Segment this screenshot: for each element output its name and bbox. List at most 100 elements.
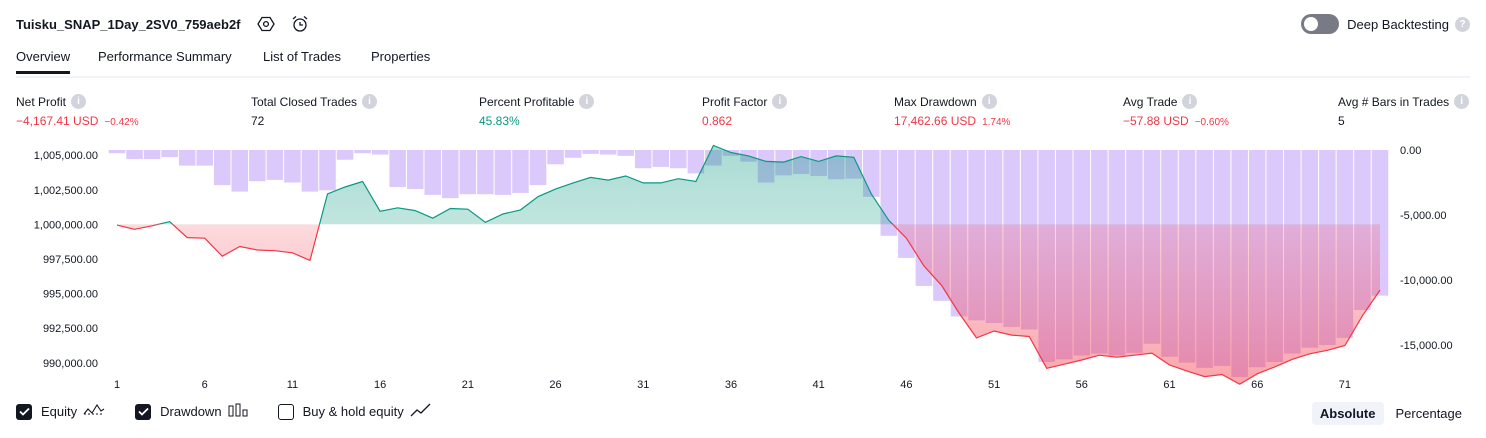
equity-line-below	[116, 224, 1381, 385]
x-axis-tick-label: 61	[1163, 379, 1175, 391]
drawdown-bar	[301, 150, 319, 192]
metric-value: 5	[1338, 114, 1345, 128]
x-axis-tick-label: 1	[114, 379, 120, 391]
metric-percent-profitable: Percent Profitable i 45.83%	[479, 94, 595, 128]
left-axis-tick-label: 1,002,500.00	[34, 185, 98, 197]
x-axis-tick-label: 6	[202, 379, 208, 391]
metric-total-closed-trades: Total Closed Trades i 72	[251, 94, 378, 128]
mode-percentage[interactable]: Percentage	[1395, 406, 1463, 421]
settings-gear-icon[interactable]	[256, 15, 275, 33]
equity-checkbox[interactable]	[16, 403, 32, 420]
legend-buy-hold[interactable]: Buy & hold equity	[277, 403, 432, 420]
drawdown-bar	[231, 150, 249, 192]
left-axis-tick-label: 992,500.00	[43, 323, 98, 335]
left-axis-tick-label: 1,005,000.00	[34, 150, 98, 162]
x-axis-tick-label: 66	[1251, 379, 1263, 391]
drawdown-checkbox[interactable]	[135, 403, 152, 420]
left-axis-tick-label: 1,000,000.00	[34, 219, 98, 231]
equity-line-icon	[83, 403, 105, 420]
metric-label: Percent Profitable	[479, 94, 575, 109]
legend-equity[interactable]: Equity	[16, 403, 105, 420]
metric-percent: 1.74%	[982, 117, 1011, 128]
x-axis-tick-label: 21	[462, 379, 474, 391]
mode-absolute[interactable]: Absolute	[1311, 402, 1384, 425]
deep-backtesting-toggle[interactable]	[1301, 14, 1340, 34]
metric-label: Max Drawdown	[894, 94, 977, 109]
info-icon[interactable]: i	[579, 94, 595, 109]
right-axis: 0.00 -5,000.00 -10,000.00 -15,000.00	[1400, 145, 1453, 352]
drawdown-bar	[284, 150, 301, 183]
equity-fill	[117, 145, 1380, 385]
x-axis-tick-label: 31	[637, 379, 649, 391]
right-axis-tick-label: -10,000.00	[1400, 275, 1453, 287]
deep-backtesting-label: Deep Backtesting	[1347, 16, 1449, 32]
metric-net-profit: Net Profit i −4,167.41 USD −0.42%	[16, 94, 139, 128]
metric-value: −4,167.41 USD	[16, 114, 99, 128]
tab-performance-summary[interactable]: Performance Summary	[98, 49, 232, 64]
drawdown-bar	[459, 150, 477, 195]
right-axis-tick-label: -15,000.00	[1400, 340, 1453, 352]
drawdown-bar	[249, 150, 266, 182]
info-icon[interactable]: i	[1182, 94, 1198, 109]
drawdown-bar	[108, 150, 126, 154]
metric-avg-trade: Avg Trade i −57.88 USD −0.60%	[1123, 94, 1229, 128]
drawdown-bar	[389, 150, 406, 188]
metric-label: Profit Factor	[702, 94, 768, 109]
x-axis: 1 6 11 16 21 26 31 36 41 46 51 56 61 66 71	[114, 379, 1351, 391]
x-axis-tick-label: 56	[1076, 379, 1088, 391]
metric-label: Total Closed Trades	[251, 94, 358, 109]
tab-properties[interactable]: Properties	[371, 49, 431, 64]
metric-label: Avg Trade	[1123, 94, 1178, 109]
drawdown-bar	[634, 150, 652, 169]
x-axis-tick-label: 71	[1339, 379, 1351, 391]
legend-label: Buy & hold equity	[302, 404, 404, 419]
metric-label: Avg # Bars in Trades	[1338, 94, 1450, 109]
info-icon[interactable]: i	[1454, 94, 1470, 109]
drawdown-bar	[564, 150, 582, 158]
drawdown-bar	[599, 150, 617, 155]
right-axis-tick-label: -5,000.00	[1400, 210, 1446, 222]
metric-profit-factor: Profit Factor i 0.862	[702, 94, 788, 128]
drawdown-bar	[371, 150, 389, 155]
metric-max-drawdown: Max Drawdown i 17,462.66 USD 1.74%	[894, 94, 1010, 128]
left-axis-tick-label: 990,000.00	[43, 358, 98, 370]
info-icon[interactable]: i	[71, 94, 87, 109]
bar-chart-icon	[228, 403, 248, 420]
equity-loss-area	[117, 224, 1380, 385]
drawdown-bar	[266, 150, 284, 180]
help-icon[interactable]: ?	[1455, 16, 1470, 32]
drawdown-bar	[354, 150, 371, 154]
info-icon[interactable]: i	[362, 94, 378, 109]
metric-label: Net Profit	[16, 94, 67, 109]
tab-list-of-trades[interactable]: List of Trades	[263, 49, 342, 64]
drawdown-bar	[547, 150, 564, 165]
drawdown-bar	[406, 150, 424, 190]
drawdown-bar	[126, 150, 143, 160]
drawdown-bar	[213, 150, 231, 186]
info-icon[interactable]: i	[772, 94, 788, 109]
x-axis-tick-label: 51	[988, 379, 1000, 391]
drawdown-bar	[161, 150, 178, 158]
tab-bar: Overview Performance Summary List of Tra…	[16, 46, 1470, 78]
drawdown-bar	[687, 150, 705, 174]
x-axis-tick-label: 16	[374, 379, 386, 391]
equity-chart[interactable]: 1,005,000.00 1,002,500.00 1,000,000.00 997,…	[0, 140, 1486, 400]
equity-line-above	[155, 144, 894, 225]
left-axis: 1,005,000.00 1,002,500.00 1,000,000.00 997,…	[34, 150, 98, 370]
right-axis-tick-label: 0.00	[1400, 145, 1421, 157]
left-axis-tick-label: 995,000.00	[43, 289, 98, 301]
alarm-clock-add-icon[interactable]	[291, 15, 309, 33]
drawdown-bar	[319, 150, 336, 191]
x-axis-tick-label: 46	[900, 379, 912, 391]
drawdown-bar	[178, 150, 196, 166]
legend-label: Equity	[41, 404, 78, 419]
tab-overview[interactable]: Overview	[16, 49, 71, 74]
metric-value: 0.862	[702, 114, 733, 128]
legend-drawdown[interactable]: Drawdown	[135, 403, 248, 420]
drawdown-bar	[336, 150, 354, 160]
metric-value: −57.88 USD	[1123, 114, 1189, 128]
buy-hold-checkbox[interactable]	[277, 403, 294, 420]
info-icon[interactable]: i	[981, 94, 997, 109]
drawdown-bar	[670, 150, 687, 169]
x-axis-tick-label: 26	[549, 379, 561, 391]
